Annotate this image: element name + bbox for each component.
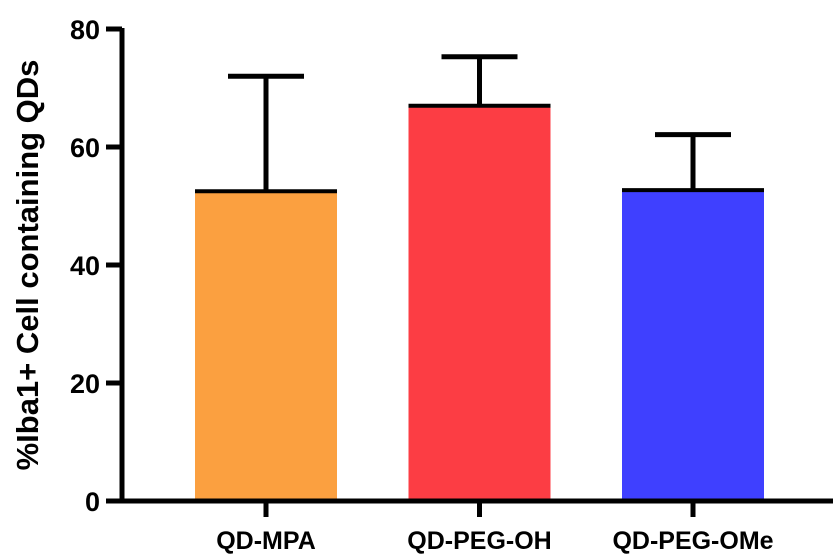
bar-qd-mpa (195, 191, 337, 501)
bar-qd-peg-ome (622, 190, 764, 501)
y-ticks: 0 20 40 60 80 (70, 15, 122, 517)
x-category-label: QD-PEG-OMe (612, 527, 773, 555)
y-tick-label: 20 (70, 369, 100, 399)
y-tick-label: 40 (70, 251, 100, 281)
y-tick-label: 60 (70, 133, 100, 163)
x-category-label: QD-MPA (216, 527, 316, 555)
bar-qd-peg-oh (408, 105, 551, 501)
x-categories: QD-MPA QD-PEG-OH QD-PEG-OMe (216, 501, 774, 555)
error-bars (228, 54, 731, 192)
x-category-label: QD-PEG-OH (407, 527, 551, 555)
y-tick-label: 80 (70, 15, 100, 45)
y-axis-title: %Iba1+ Cell containing QDs (10, 60, 45, 471)
y-tick-label: 0 (85, 487, 100, 517)
bars (195, 103, 764, 501)
